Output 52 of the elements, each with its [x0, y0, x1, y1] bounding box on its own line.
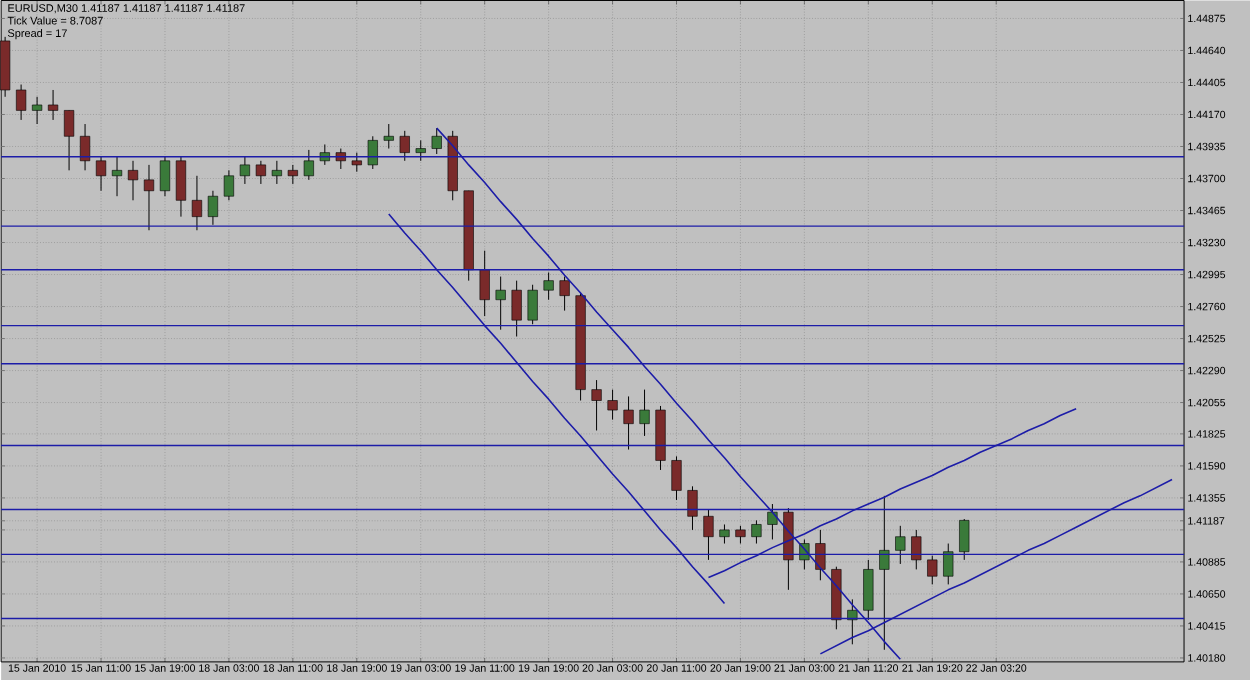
candlestick	[623, 395, 634, 451]
candlestick	[431, 127, 442, 155]
candlestick	[959, 518, 970, 561]
candlestick	[479, 250, 490, 317]
candlestick	[543, 272, 554, 301]
candlestick	[687, 485, 698, 531]
candlestick	[495, 276, 506, 331]
candlestick	[47, 89, 59, 121]
candlestick	[783, 507, 794, 591]
candlestick	[639, 389, 650, 437]
candlestick	[16, 84, 27, 121]
candlestick	[207, 190, 219, 226]
candlestick	[367, 135, 378, 170]
candlestick	[175, 156, 187, 218]
candlestick	[511, 280, 522, 338]
candlestick	[879, 495, 890, 651]
candlestick	[79, 123, 91, 171]
candlestick	[703, 509, 714, 561]
candlestick	[255, 160, 266, 185]
candlestick	[271, 160, 282, 185]
candlestick	[751, 519, 762, 545]
candlestick	[527, 284, 538, 325]
candlestick	[335, 148, 346, 170]
candlestick	[943, 543, 954, 585]
candlestick	[895, 525, 906, 565]
candlestick	[911, 529, 922, 570]
candlestick	[287, 164, 298, 185]
candlestick	[591, 379, 602, 432]
candlestick	[239, 156, 250, 185]
candlestick	[607, 389, 618, 421]
candlestick	[95, 156, 107, 192]
candlestick	[143, 164, 155, 231]
candlestick	[191, 175, 203, 231]
candlestick	[351, 152, 362, 173]
candlestick	[383, 123, 394, 150]
candlestick	[863, 559, 874, 621]
candlestick	[719, 524, 730, 545]
candlestick	[415, 139, 426, 162]
candlestick	[399, 130, 410, 162]
candlestick	[31, 96, 43, 125]
candlestick	[847, 598, 858, 645]
candlestick	[127, 160, 139, 201]
candlestick	[159, 156, 171, 197]
candlestick	[111, 156, 123, 197]
candlestick	[927, 555, 938, 585]
candlestick	[767, 503, 778, 540]
candlestick	[559, 276, 570, 312]
candlestick	[671, 455, 682, 501]
candlestick	[815, 529, 826, 581]
candlestick	[223, 169, 235, 201]
candlestick	[303, 149, 314, 181]
candlestick	[63, 109, 75, 171]
